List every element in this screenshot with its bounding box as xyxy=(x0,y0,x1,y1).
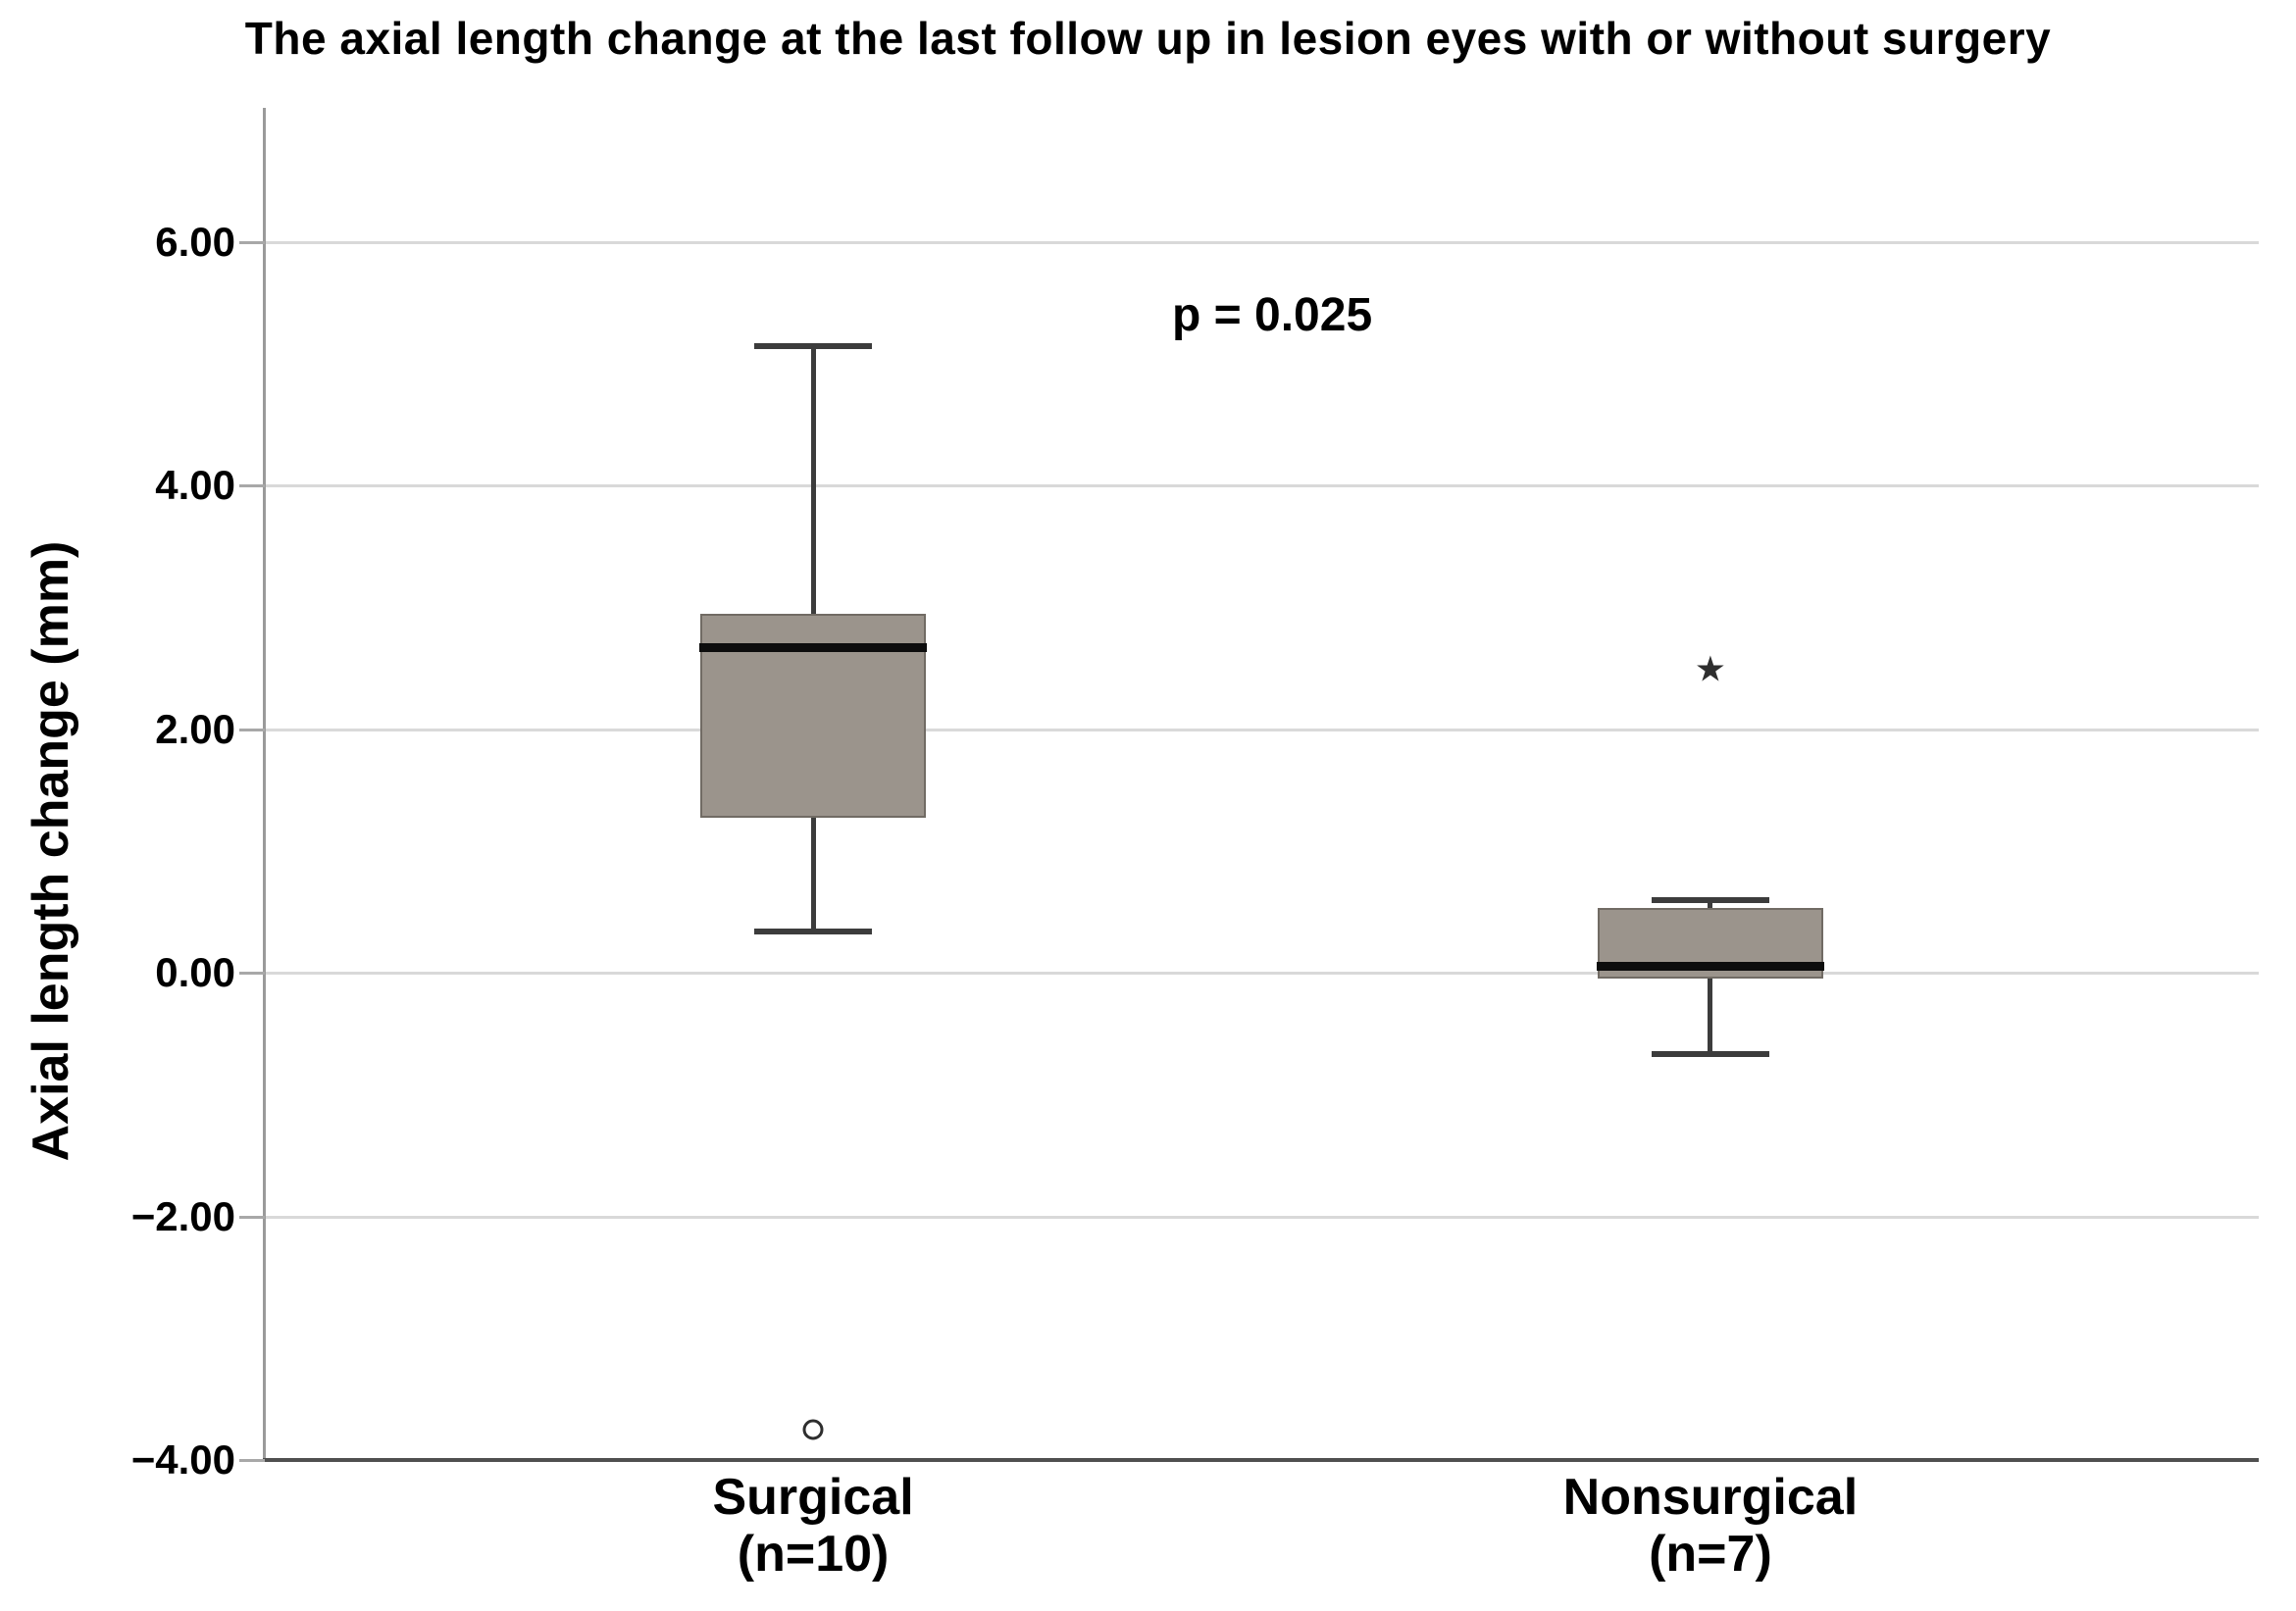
median-line xyxy=(1596,962,1824,972)
p-value-annotation: p = 0.025 xyxy=(1172,289,1373,341)
whisker-upper-cap xyxy=(754,342,873,349)
gridline xyxy=(265,972,2259,976)
x-category-label: Surgical (n=10) xyxy=(499,1469,1127,1583)
whisker-lower-stem xyxy=(810,818,816,931)
x-category-label-line: Surgical xyxy=(712,1469,914,1526)
whisker-upper-stem xyxy=(1708,899,1713,909)
y-tick-mark xyxy=(239,484,265,488)
y-tick-label: 4.00 xyxy=(155,462,235,509)
x-axis-line xyxy=(263,1458,2259,1462)
chart-title: The axial length change at the last foll… xyxy=(244,13,2052,64)
whisker-upper-cap xyxy=(1651,896,1769,903)
y-tick-mark xyxy=(239,1215,265,1219)
x-category-label-line: (n=7) xyxy=(1649,1526,1772,1583)
gridline xyxy=(265,241,2259,244)
whisker-lower-cap xyxy=(1651,1051,1769,1058)
gridline xyxy=(265,728,2259,731)
y-axis-line xyxy=(263,108,266,1460)
y-tick-label: 0.00 xyxy=(155,949,235,996)
y-tick-label: 2.00 xyxy=(155,705,235,752)
whisker-lower-cap xyxy=(754,928,873,934)
outlier-star-icon: ★ xyxy=(1694,648,1727,689)
y-tick-label: 6.00 xyxy=(155,219,235,265)
y-tick-mark xyxy=(239,1459,265,1462)
y-tick-mark xyxy=(239,728,265,731)
whisker-lower-stem xyxy=(1708,979,1713,1055)
y-tick-label: −4.00 xyxy=(130,1436,235,1483)
x-category-label: Nonsurgical (n=7) xyxy=(1397,1469,2024,1583)
outlier-circle-icon xyxy=(802,1419,824,1440)
x-category-label-line: Nonsurgical xyxy=(1562,1469,1859,1526)
gridline xyxy=(265,484,2259,488)
y-tick-label: −2.00 xyxy=(130,1192,235,1239)
x-category-label-line: (n=10) xyxy=(737,1526,890,1583)
y-tick-mark xyxy=(239,241,265,244)
y-axis-title: Axial length change (mm) xyxy=(23,540,79,1162)
median-line xyxy=(699,643,928,653)
whisker-upper-stem xyxy=(810,345,816,614)
y-tick-mark xyxy=(239,972,265,976)
gridline xyxy=(265,1215,2259,1219)
